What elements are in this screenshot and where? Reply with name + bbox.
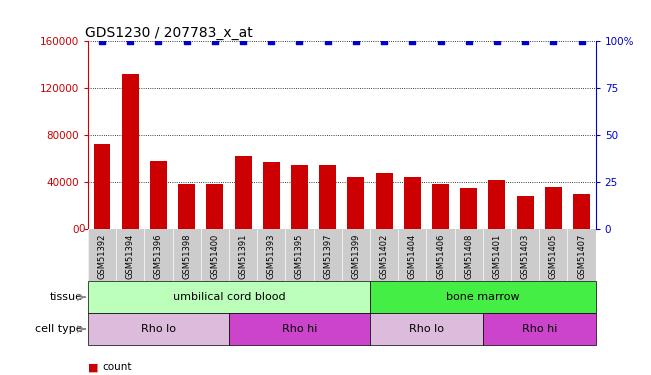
Text: GSM51392: GSM51392 — [98, 233, 107, 279]
Point — [351, 38, 361, 44]
Text: GSM51398: GSM51398 — [182, 233, 191, 279]
Text: GSM51401: GSM51401 — [492, 233, 501, 279]
Text: GSM51391: GSM51391 — [238, 233, 247, 279]
Bar — [88, 313, 229, 345]
Text: GSM51394: GSM51394 — [126, 233, 135, 279]
Bar — [206, 184, 223, 229]
Text: GSM51408: GSM51408 — [464, 233, 473, 279]
Bar — [291, 165, 308, 229]
Point — [210, 38, 220, 44]
Bar — [263, 162, 280, 229]
Text: Rho lo: Rho lo — [141, 324, 176, 334]
Bar — [488, 180, 505, 229]
Text: GSM51399: GSM51399 — [352, 233, 361, 279]
Point — [182, 38, 192, 44]
Point — [379, 38, 389, 44]
Text: cell type: cell type — [35, 324, 82, 334]
Text: count: count — [102, 363, 132, 372]
Text: GSM51403: GSM51403 — [521, 233, 530, 279]
Point — [322, 38, 333, 44]
Text: GSM51404: GSM51404 — [408, 233, 417, 279]
Text: Rho hi: Rho hi — [282, 324, 317, 334]
Bar — [88, 281, 370, 313]
Text: GSM51395: GSM51395 — [295, 233, 304, 279]
Bar — [178, 184, 195, 229]
Point — [548, 38, 559, 44]
Point — [294, 38, 305, 44]
Text: GSM51405: GSM51405 — [549, 233, 558, 279]
Bar — [229, 313, 370, 345]
Bar — [150, 161, 167, 229]
Text: ■: ■ — [88, 363, 98, 372]
Text: umbilical cord blood: umbilical cord blood — [173, 292, 285, 302]
Bar — [460, 188, 477, 229]
Text: GSM51396: GSM51396 — [154, 233, 163, 279]
Point — [576, 38, 587, 44]
Text: GSM51400: GSM51400 — [210, 233, 219, 279]
Text: GSM51406: GSM51406 — [436, 233, 445, 279]
Text: GDS1230 / 207783_x_at: GDS1230 / 207783_x_at — [85, 26, 253, 40]
Bar — [517, 196, 534, 229]
Bar — [370, 281, 596, 313]
Bar — [348, 177, 365, 229]
Text: tissue: tissue — [49, 292, 82, 302]
Text: GSM51407: GSM51407 — [577, 233, 586, 279]
Point — [464, 38, 474, 44]
Text: GSM51393: GSM51393 — [267, 233, 276, 279]
Bar — [432, 184, 449, 229]
Point — [407, 38, 417, 44]
Text: GSM51402: GSM51402 — [380, 233, 389, 279]
Point — [520, 38, 531, 44]
Bar — [404, 177, 421, 229]
Bar — [122, 74, 139, 229]
Bar — [370, 313, 483, 345]
Text: Rho hi: Rho hi — [521, 324, 557, 334]
Bar — [234, 156, 251, 229]
Point — [125, 38, 135, 44]
Bar — [94, 144, 111, 229]
Text: bone marrow: bone marrow — [446, 292, 519, 302]
Point — [97, 38, 107, 44]
Bar — [545, 187, 562, 229]
Bar — [573, 194, 590, 229]
Bar — [376, 172, 393, 229]
Text: GSM51397: GSM51397 — [323, 233, 332, 279]
Text: Rho lo: Rho lo — [409, 324, 444, 334]
Point — [436, 38, 446, 44]
Text: 0: 0 — [79, 224, 85, 234]
Bar — [483, 313, 596, 345]
Point — [266, 38, 277, 44]
Point — [238, 38, 248, 44]
Point — [492, 38, 502, 44]
Point — [153, 38, 163, 44]
Bar — [319, 165, 336, 229]
